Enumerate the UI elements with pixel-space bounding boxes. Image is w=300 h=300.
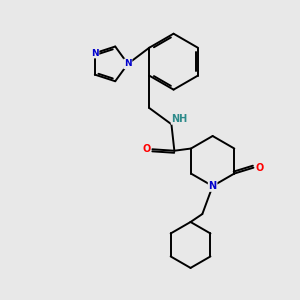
Text: N: N xyxy=(124,59,132,68)
Text: NH: NH xyxy=(172,114,188,124)
Text: O: O xyxy=(256,163,264,173)
Text: N: N xyxy=(208,181,217,191)
Text: O: O xyxy=(142,144,151,154)
Text: N: N xyxy=(91,49,99,58)
